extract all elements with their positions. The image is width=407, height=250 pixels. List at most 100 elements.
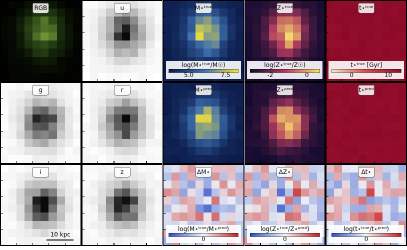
pixel <box>334 24 343 33</box>
pixel <box>309 98 318 107</box>
pixel <box>211 146 220 156</box>
pixel <box>48 72 58 82</box>
pixel <box>203 154 212 164</box>
pixel <box>81 8 91 17</box>
pixel <box>0 0 9 9</box>
pixel <box>0 24 9 33</box>
pixel <box>292 56 302 66</box>
pixel <box>130 196 139 205</box>
pixel <box>366 212 375 222</box>
pixel <box>0 180 9 189</box>
pixel <box>317 204 326 214</box>
pixel <box>195 220 204 230</box>
pixel <box>122 56 131 66</box>
pixel <box>203 32 212 41</box>
pixel <box>81 16 91 25</box>
pixel <box>235 188 244 197</box>
pixel <box>219 138 228 148</box>
pixel <box>366 122 375 132</box>
pixel <box>146 16 155 25</box>
pixel <box>292 188 302 197</box>
pixel <box>32 16 41 25</box>
pixel <box>24 180 33 189</box>
pixel <box>89 204 99 214</box>
pixel <box>195 114 204 123</box>
pixel <box>16 16 25 25</box>
pixel <box>227 220 236 230</box>
pixel <box>146 130 155 140</box>
pixel <box>334 122 343 132</box>
pixel <box>350 172 359 181</box>
pixel <box>122 180 131 189</box>
pixel <box>56 8 66 17</box>
pixel <box>187 32 196 41</box>
pixel <box>163 8 172 17</box>
pixel <box>97 236 107 246</box>
pixel <box>89 72 99 82</box>
pixel <box>179 180 188 189</box>
pixel <box>130 180 139 189</box>
pixel <box>154 0 163 9</box>
pixel <box>211 40 220 50</box>
pixel <box>130 236 139 246</box>
pixel <box>252 172 262 181</box>
pixel <box>187 138 196 148</box>
pixel <box>268 212 278 222</box>
pixel <box>146 8 155 17</box>
pixel <box>138 90 147 99</box>
pixel <box>8 146 17 156</box>
pixel <box>317 146 326 156</box>
pixel <box>89 82 99 91</box>
pixel <box>163 56 172 66</box>
pixel <box>81 114 91 123</box>
pixel <box>390 212 399 222</box>
pixel <box>276 106 286 115</box>
pixel <box>300 0 310 9</box>
pixel <box>374 56 383 66</box>
pixel <box>24 90 33 99</box>
panel: Δt⋆ log(t⋆ᵗʳᵘᵉ/t⋆ᵖʳᵉᵈ) 0 <box>325 164 407 246</box>
pixel <box>130 40 139 50</box>
pixel <box>382 32 391 41</box>
pixel <box>97 146 107 156</box>
pixel <box>358 212 367 222</box>
pixel <box>89 8 99 17</box>
label-box <box>276 166 294 178</box>
pixel <box>163 212 172 222</box>
pixel <box>326 106 335 115</box>
pixel <box>187 98 196 107</box>
pixel <box>146 40 155 50</box>
pixel <box>8 154 17 164</box>
pixel <box>211 196 220 205</box>
pixel <box>97 40 107 50</box>
pixel <box>300 90 310 99</box>
pixel <box>317 220 326 230</box>
pixel <box>244 16 254 25</box>
pixel <box>398 98 407 107</box>
pixel <box>8 138 17 148</box>
pixel <box>382 98 391 107</box>
pixel <box>72 220 82 230</box>
pixel <box>374 130 383 140</box>
pixel <box>260 32 270 41</box>
pixel <box>390 188 399 197</box>
pixel <box>179 122 188 132</box>
pixel <box>72 90 82 99</box>
pixel <box>97 228 107 238</box>
pixel <box>171 138 180 148</box>
pixel <box>16 122 25 132</box>
pixel <box>358 196 367 205</box>
pixel <box>227 122 236 132</box>
pixel <box>227 138 236 148</box>
pixel <box>122 138 131 148</box>
pixel <box>171 56 180 66</box>
colorbar-label: log(t⋆ᵗʳᵘᵉ/t⋆ᵖʳᵉᵈ) <box>344 226 389 233</box>
pixel <box>81 56 91 66</box>
pixel <box>195 204 204 214</box>
pixel <box>138 164 147 173</box>
pixel <box>374 212 383 222</box>
pixel <box>106 64 115 74</box>
pixel <box>106 220 115 230</box>
pixel <box>56 0 66 9</box>
pixel <box>179 212 188 222</box>
